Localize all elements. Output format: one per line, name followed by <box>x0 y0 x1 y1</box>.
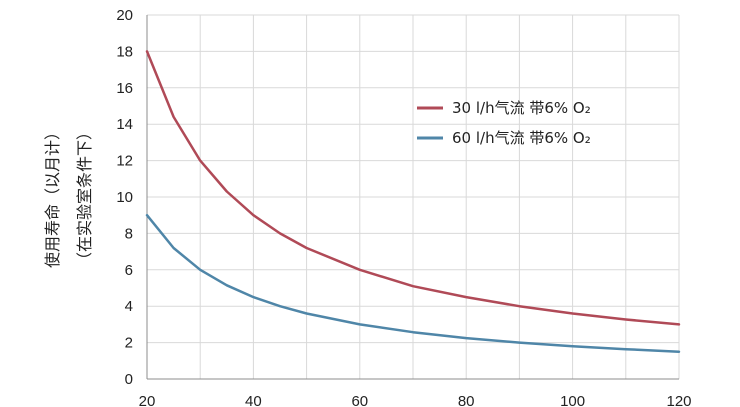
y-tick-label-8: 8 <box>125 225 133 242</box>
legend: 30 l/h气流 带6% O₂ 60 l/h气流 带6% O₂ <box>417 99 591 147</box>
y-tick-label-6: 6 <box>125 262 133 279</box>
x-tick-label-20: 20 <box>139 393 156 407</box>
y-tick-label-12: 12 <box>116 153 133 170</box>
y-tick-label-16: 16 <box>116 80 133 97</box>
legend-label-30lh: 30 l/h气流 带6% O₂ <box>452 99 591 117</box>
y-tick-label-18: 18 <box>116 43 133 60</box>
x-tick-label-80: 80 <box>458 393 475 407</box>
x-tick-label-100: 100 <box>560 393 585 407</box>
series-line-1 <box>145 213 681 353</box>
y-tick-label-0: 0 <box>125 371 133 388</box>
axes <box>146 15 679 380</box>
series-line-0 <box>145 50 681 326</box>
tick-labels: 0 2 4 6 8 10 12 14 16 18 20 20 40 60 80 100 120 <box>116 7 691 407</box>
y-tick-label-4: 4 <box>125 298 133 315</box>
y-tick-label-2: 2 <box>125 335 133 352</box>
y-axis-label: 使用寿命（以月计） （在实验室条件下） <box>43 124 94 268</box>
y-axis-label-line-2: （在实验室条件下） <box>75 124 94 268</box>
x-tick-label-120: 120 <box>666 393 691 407</box>
series-lines <box>145 50 681 353</box>
x-tick-label-40: 40 <box>245 393 262 407</box>
y-tick-label-14: 14 <box>116 116 133 133</box>
y-tick-label-10: 10 <box>116 189 133 206</box>
grid <box>147 14 680 379</box>
x-tick-label-60: 60 <box>351 393 368 407</box>
legend-label-60lh: 60 l/h气流 带6% O₂ <box>452 129 591 147</box>
y-axis-label-line-1: 使用寿命（以月计） <box>43 124 62 268</box>
y-tick-label-20: 20 <box>116 7 133 24</box>
